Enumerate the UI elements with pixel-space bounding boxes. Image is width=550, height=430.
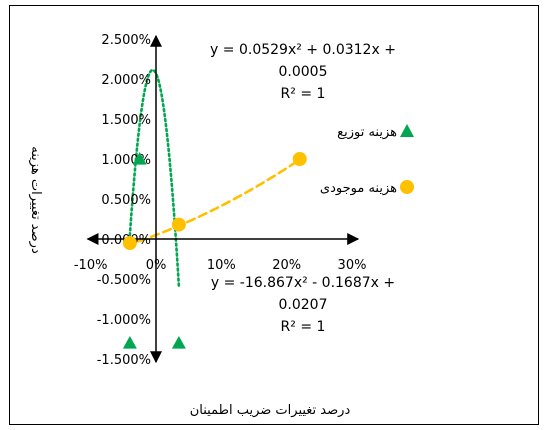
x-tick-label: 20% — [272, 258, 301, 273]
legend-label: هزینه توزیع — [337, 125, 397, 140]
trendline-equation-distribution: y = -16.867x² - 0.1687x + — [211, 275, 395, 291]
data-point-triangle — [132, 152, 147, 165]
trendline-2 — [125, 158, 302, 247]
x-axis-label: درصد تغییرات ضریب اطمینان — [190, 403, 351, 418]
x-tick-label: 30% — [338, 258, 367, 273]
chart-frame: -1.500%-1.000%-0.500%0.000%0.500%1.000%1… — [9, 5, 539, 425]
chart-svg: -1.500%-1.000%-0.500%0.000%0.500%1.000%1… — [28, 33, 414, 418]
legend-label: هزینه موجودی — [320, 181, 397, 196]
trendline-1 — [128, 68, 181, 288]
y-tick-label: 0.500% — [101, 193, 151, 208]
x-tick-label: 10% — [207, 258, 236, 273]
y-tick-label: -1.500% — [97, 353, 151, 368]
y-tick-label: -0.500% — [97, 273, 151, 288]
trendline-equation-distribution: R² = 1 — [281, 319, 326, 335]
y-tick-label: 1.500% — [101, 113, 151, 128]
legend-marker-circle — [400, 180, 414, 194]
x-tick-label: 0% — [146, 258, 167, 273]
data-point-circle — [171, 217, 186, 232]
y-tick-label: -1.000% — [97, 313, 151, 328]
y-axis-label: درصد تغییرات هزینه — [28, 146, 43, 254]
data-point-circle — [122, 236, 137, 250]
data-point-triangle — [122, 336, 137, 349]
trendline-equation-inventory: 0.0005 — [279, 64, 328, 80]
y-tick-label: 2.000% — [101, 73, 151, 88]
data-point-triangle — [171, 336, 186, 349]
data-point-circle — [292, 152, 307, 166]
trendline-equation-inventory: R² = 1 — [281, 86, 326, 102]
x-tick-label: -10% — [74, 258, 108, 273]
y-tick-label: 2.500% — [101, 33, 151, 48]
trendline-equation-inventory: y = 0.0529x² + 0.0312x + — [210, 42, 396, 58]
legend-marker-triangle — [400, 124, 414, 137]
trendline-equation-distribution: 0.0207 — [279, 297, 328, 313]
